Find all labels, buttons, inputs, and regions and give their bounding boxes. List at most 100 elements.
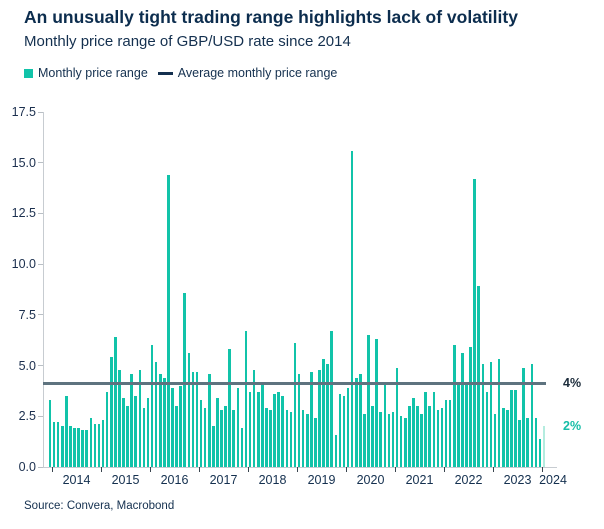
price-range-bar: [330, 331, 334, 467]
price-range-bar: [138, 369, 142, 467]
price-range-bar: [387, 414, 391, 467]
x-axis-spine: [43, 467, 557, 468]
price-range-bar: [363, 414, 366, 467]
price-range-bar: [379, 412, 383, 467]
legend-label-monthly-range: Monthly price range: [38, 66, 148, 80]
x-axis-label: 2020: [356, 473, 385, 487]
price-range-bar: [359, 373, 362, 467]
price-range-bar: [534, 418, 538, 467]
price-range-bar: [216, 398, 219, 467]
price-range-bar: [489, 361, 493, 467]
x-axis-label: 2016: [160, 473, 189, 487]
price-range-bar: [73, 428, 76, 467]
price-range-bar: [305, 414, 309, 467]
price-range-bar: [105, 391, 109, 467]
y-axis-label: 0.0: [18, 460, 36, 474]
price-range-bar: [203, 408, 207, 467]
chart-legend: Monthly price range Average monthly pric…: [24, 66, 337, 80]
price-range-bar: [277, 391, 280, 467]
price-range-bar: [281, 396, 285, 467]
price-range-bar: [408, 406, 411, 467]
price-range-bar: [265, 408, 268, 467]
average-value-annotation: 4%: [563, 376, 582, 390]
price-range-bar: [289, 412, 293, 467]
x-axis-label: 2021: [405, 473, 434, 487]
price-range-bar: [493, 414, 497, 467]
price-range-bar: [477, 286, 481, 467]
page-title: An unusually tight trading range highlig…: [24, 7, 518, 27]
x-axis-tick: [395, 467, 396, 472]
price-range-bar: [395, 367, 399, 467]
price-range-bar: [318, 369, 321, 467]
y-axis-label: 15.0: [11, 155, 36, 170]
price-range-bar: [130, 373, 133, 467]
price-range-bar: [448, 400, 452, 467]
x-axis-label: 2023: [503, 473, 532, 487]
price-range-bar: [473, 178, 476, 467]
price-range-bar: [497, 359, 501, 467]
y-axis-label: 5.0: [18, 358, 36, 373]
price-range-bar: [220, 410, 223, 467]
price-range-bar: [212, 426, 215, 467]
price-range-bar: [285, 410, 289, 467]
price-range-bar: [118, 369, 121, 467]
price-range-bar: [248, 391, 252, 467]
price-range-bar: [93, 424, 97, 467]
price-range-bar: [252, 369, 256, 467]
price-range-bar: [461, 353, 464, 467]
x-axis-tick: [248, 467, 249, 472]
y-axis-label: 2.5: [18, 409, 36, 424]
price-range-bar: [195, 371, 199, 467]
price-range-bar: [469, 347, 472, 467]
x-axis-label: 2019: [307, 473, 336, 487]
price-range-bar: [465, 383, 468, 467]
price-range-bar: [158, 373, 162, 467]
price-range-bar: [293, 343, 297, 467]
price-range-bar: [236, 387, 240, 467]
x-axis-label: 2017: [209, 473, 238, 487]
price-range-bar: [444, 400, 448, 467]
price-range-bar: [228, 349, 231, 467]
price-range-bar: [314, 418, 317, 467]
x-axis-tick: [346, 467, 347, 472]
price-range-bar: [367, 335, 370, 467]
price-range-bar: [297, 373, 301, 467]
x-axis-label: 2015: [111, 473, 140, 487]
price-range-bar: [56, 422, 60, 467]
price-range-bar: [452, 345, 456, 467]
y-axis-tick: [38, 415, 43, 417]
x-axis-tick: [542, 467, 543, 472]
x-axis-tick: [101, 467, 102, 472]
price-range-bar: [85, 430, 89, 467]
y-axis-tick: [38, 111, 43, 113]
price-range-bar: [485, 391, 489, 467]
price-range-bar: [52, 422, 56, 467]
price-range-bar: [60, 426, 64, 467]
price-range-bar: [506, 410, 509, 467]
x-axis-label: 2014: [62, 473, 91, 487]
price-range-bar: [134, 396, 138, 467]
y-axis-tick: [38, 162, 43, 164]
price-range-bar: [97, 424, 101, 467]
latest-value-annotation: 2%: [563, 419, 582, 433]
price-range-bar: [273, 393, 276, 467]
y-axis-tick: [38, 314, 43, 316]
price-range-bar: [416, 406, 419, 467]
price-range-bar: [256, 391, 260, 467]
source-note: Source: Convera, Macrobond: [24, 500, 175, 512]
price-range-bar: [322, 359, 325, 467]
price-range-bar: [310, 371, 313, 467]
price-range-bar: [146, 398, 150, 467]
price-range-bar: [481, 363, 485, 467]
price-range-bar: [179, 385, 182, 467]
price-range-bar: [122, 398, 125, 467]
price-range-bar: [167, 174, 170, 467]
price-range-bar: [436, 410, 440, 467]
price-range-bar: [175, 406, 178, 467]
price-range-bar: [81, 430, 84, 467]
price-range-bar: [538, 438, 542, 467]
price-range-bar: [522, 367, 525, 467]
price-range-bar: [350, 150, 354, 467]
x-axis-label: 2024: [539, 473, 567, 487]
